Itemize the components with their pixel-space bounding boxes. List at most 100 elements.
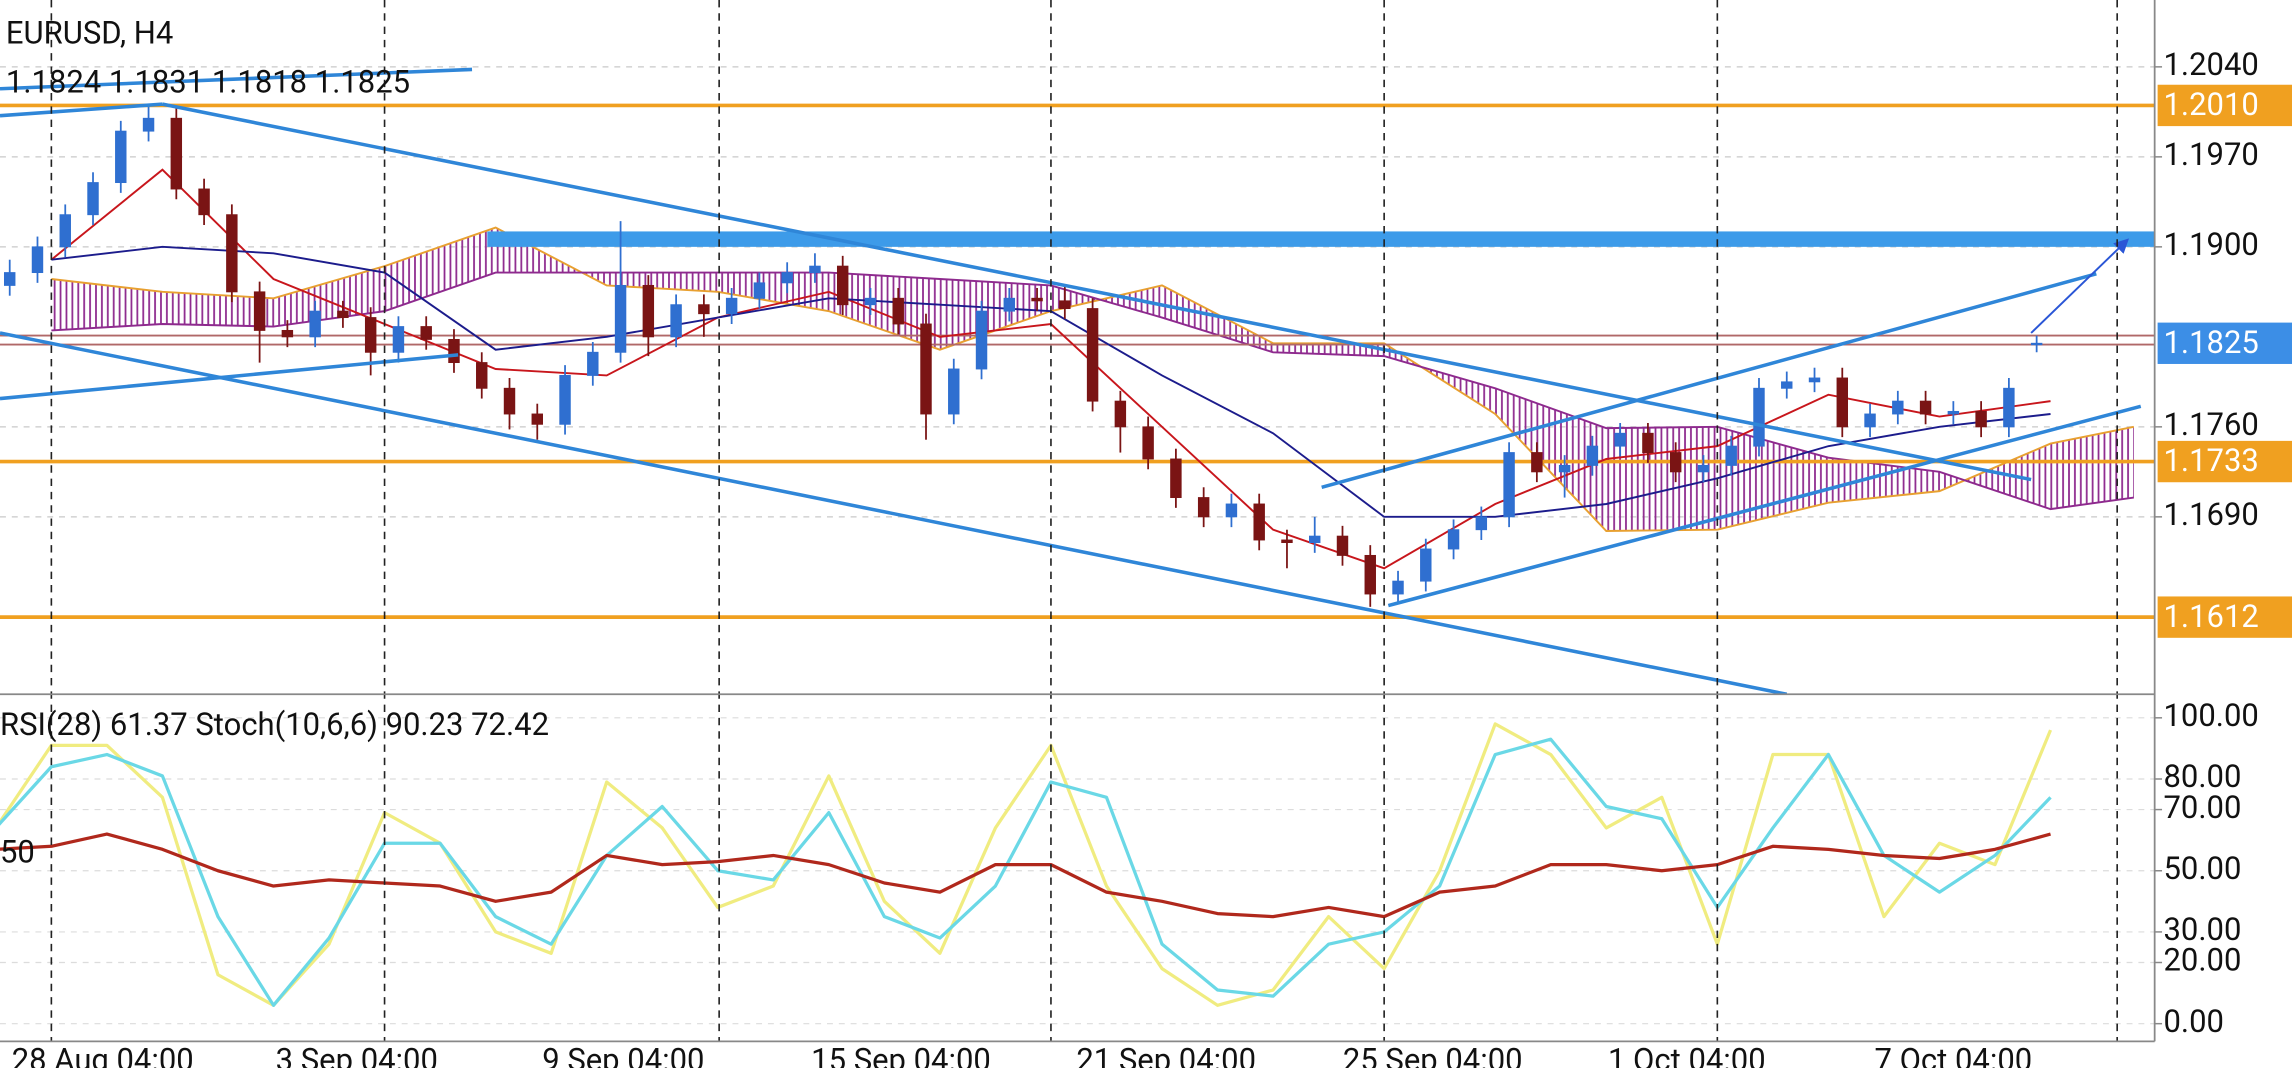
candle-body bbox=[337, 310, 349, 319]
candle-body bbox=[476, 362, 488, 389]
candle-body bbox=[87, 182, 99, 216]
candle-body bbox=[1170, 458, 1182, 499]
cloud-fill bbox=[51, 227, 2134, 531]
candle-body bbox=[559, 374, 571, 425]
trend-line bbox=[0, 353, 459, 401]
x-tick-label: 9 Sep 04:00 bbox=[542, 1041, 704, 1068]
candle-body bbox=[1586, 445, 1599, 466]
indicator-title: RSI(28) 61.37 Stoch(10,6,6) 90.23 72.42 bbox=[0, 706, 549, 743]
x-tick-label: 1 Oct 04:00 bbox=[1608, 1041, 1766, 1068]
candle-body bbox=[1364, 554, 1376, 595]
candle-body bbox=[892, 297, 904, 325]
candle-body bbox=[975, 310, 988, 370]
candle-body bbox=[1003, 297, 1016, 312]
oscillator-line bbox=[0, 737, 2052, 1007]
candle-body bbox=[1558, 464, 1571, 473]
candle-body bbox=[1114, 400, 1127, 428]
y-tick-label: 0.00 bbox=[2164, 1003, 2224, 1040]
trend-line bbox=[0, 331, 1788, 695]
y-tick-label: 1.1760 bbox=[2164, 406, 2259, 443]
x-tick-label: 7 Oct 04:00 bbox=[1875, 1041, 2033, 1068]
candle-body bbox=[614, 284, 627, 353]
candle-body bbox=[2003, 387, 2015, 428]
candle-body bbox=[1086, 308, 1099, 402]
candle-body bbox=[670, 304, 682, 338]
level-label: 1.1612 bbox=[2164, 598, 2259, 635]
candle-body bbox=[1614, 432, 1626, 447]
candle-body bbox=[253, 291, 266, 331]
y-tick-label: 1.1970 bbox=[2164, 136, 2259, 173]
trend-line bbox=[1387, 404, 2142, 608]
candle-body bbox=[1808, 377, 1821, 383]
candle-body bbox=[836, 265, 849, 306]
candle-body bbox=[59, 214, 71, 248]
candle-body bbox=[587, 351, 599, 376]
price-plot bbox=[0, 66, 2155, 695]
candle-body bbox=[1975, 410, 1987, 428]
y-tick-label: 30.00 bbox=[2164, 911, 2242, 948]
candle-body bbox=[642, 284, 655, 338]
candle-body bbox=[1336, 535, 1349, 556]
chart-title: EURUSD, H4 bbox=[6, 15, 173, 52]
cloud-span bbox=[51, 271, 2134, 511]
candle-body bbox=[809, 265, 821, 274]
candle-body bbox=[309, 310, 321, 338]
candle-body bbox=[1420, 548, 1432, 582]
y-tick-label: 20.00 bbox=[2164, 942, 2242, 979]
candle-body bbox=[1836, 377, 1849, 428]
candle-body bbox=[1669, 452, 1682, 473]
candle-body bbox=[698, 304, 710, 315]
candle-body bbox=[281, 329, 294, 338]
candle-body bbox=[920, 323, 932, 415]
x-tick-label: 21 Sep 04:00 bbox=[1076, 1041, 1256, 1068]
candle-body bbox=[1225, 503, 1238, 518]
y-tick-label: 70.00 bbox=[2164, 789, 2242, 826]
x-tick-label: 25 Sep 04:00 bbox=[1343, 1041, 1523, 1068]
ohlc-readout: 1.1824 1.1831 1.1818 1.1825 bbox=[6, 63, 410, 100]
trend-line bbox=[162, 102, 2032, 482]
level-box bbox=[2157, 596, 2292, 638]
candle-body bbox=[1059, 300, 1071, 310]
candle-body bbox=[531, 413, 543, 425]
candle-body bbox=[31, 246, 44, 274]
candle-body bbox=[1503, 452, 1515, 518]
y-tick-label: 100.00 bbox=[2164, 697, 2259, 734]
candle-body bbox=[198, 188, 210, 216]
candle-body bbox=[1253, 503, 1265, 541]
trend-line bbox=[0, 67, 473, 91]
level-label: 1.2010 bbox=[2164, 86, 2259, 123]
candle-body bbox=[725, 297, 738, 315]
candle-body bbox=[1531, 452, 1543, 473]
candle-body bbox=[1947, 410, 1960, 415]
y-tick-label: 50.00 bbox=[2164, 850, 2242, 887]
candle-body bbox=[1281, 539, 1293, 544]
candle-body bbox=[1781, 381, 1793, 389]
candle-body bbox=[170, 117, 183, 190]
level-label: 1.1825 bbox=[2164, 324, 2259, 361]
level-box bbox=[2157, 322, 2292, 364]
x-tick-label: 15 Sep 04:00 bbox=[811, 1041, 991, 1068]
candle-body bbox=[1142, 426, 1154, 460]
separators bbox=[50, 0, 2118, 1042]
candle-body bbox=[115, 130, 127, 184]
candle-body bbox=[226, 214, 238, 293]
candle-body bbox=[948, 368, 960, 415]
y-tick-label: 80.00 bbox=[2164, 758, 2242, 795]
candle-body bbox=[503, 387, 516, 415]
candle-body bbox=[781, 272, 793, 284]
y-tick-label: 1.1900 bbox=[2164, 226, 2259, 263]
level-label: 50 bbox=[0, 834, 35, 871]
cloud-span bbox=[51, 226, 2135, 532]
candle-body bbox=[1309, 535, 1321, 544]
candle-body bbox=[2030, 342, 2043, 346]
candle-body bbox=[1919, 400, 1932, 415]
candle-body bbox=[1725, 445, 1737, 466]
candle-body bbox=[392, 326, 405, 353]
trend-line bbox=[1321, 272, 2097, 489]
level-box bbox=[2157, 84, 2292, 127]
candle-body bbox=[864, 297, 877, 306]
candle-body bbox=[3, 272, 16, 286]
